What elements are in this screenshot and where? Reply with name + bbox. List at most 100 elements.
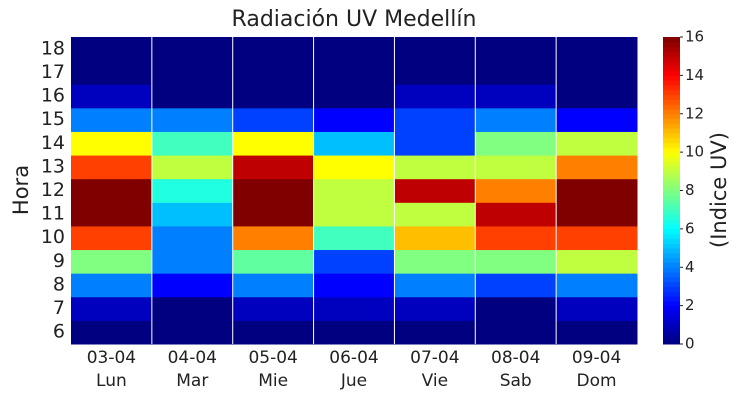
heat-cell xyxy=(151,84,234,109)
y-tick-label: 13 xyxy=(41,155,65,177)
heat-cell xyxy=(232,202,315,227)
colorbar-band xyxy=(663,161,680,168)
colorbar-band xyxy=(663,147,680,153)
colorbar-band xyxy=(663,300,680,307)
colorbar-tick-label: 2 xyxy=(685,296,695,314)
y-axis-label: Hora xyxy=(9,165,33,215)
colorbar-band xyxy=(663,257,680,263)
colorbar-band xyxy=(663,209,680,215)
heat-cell xyxy=(71,273,153,298)
y-tick-label: 18 xyxy=(41,37,65,59)
heat-cell xyxy=(151,107,234,132)
heat-cell xyxy=(151,249,234,274)
colorbar-band xyxy=(663,252,680,259)
heat-cell xyxy=(232,296,315,321)
heat-cell xyxy=(394,273,476,298)
colorbar-band xyxy=(663,152,680,158)
colorbar-band xyxy=(663,51,680,57)
colorbar-band xyxy=(663,132,680,139)
heat-cell xyxy=(151,202,234,227)
colorbar-band xyxy=(663,248,680,254)
x-tick-sublabel: Sab xyxy=(500,371,532,391)
heat-cell xyxy=(71,296,153,321)
colorbar-band xyxy=(663,70,680,76)
y-tick-label: 16 xyxy=(41,85,65,107)
x-tick-label: 06-04 xyxy=(329,348,378,368)
colorbar-tick-label: 4 xyxy=(685,258,695,276)
heat-cell xyxy=(71,225,153,251)
heat-cell xyxy=(232,131,315,156)
heat-cell xyxy=(394,202,476,227)
heat-cell xyxy=(232,225,315,251)
heat-cell xyxy=(475,273,557,298)
heat-cell xyxy=(71,131,153,156)
colorbar-band xyxy=(663,171,680,177)
heat-cell xyxy=(556,296,638,321)
colorbar-band xyxy=(663,243,680,249)
colorbar-band xyxy=(663,104,680,110)
heat-cell xyxy=(313,131,395,156)
y-tick-label: 12 xyxy=(41,179,65,201)
colorbar-band xyxy=(663,37,680,43)
colorbar-band xyxy=(663,190,680,196)
heat-cell xyxy=(232,37,315,62)
heat-cell xyxy=(232,249,315,274)
colorbar-band xyxy=(663,324,680,331)
colorbar-band xyxy=(663,84,680,91)
heat-cell xyxy=(394,320,476,345)
heat-cell xyxy=(556,249,638,274)
x-tick-sublabel: Lun xyxy=(96,371,127,391)
colorbar-label: (Indice UV) xyxy=(707,132,731,248)
colorbar-band xyxy=(663,65,680,72)
colorbar-band xyxy=(663,267,680,273)
heat-cell xyxy=(71,249,153,274)
x-tick-sublabel: Jue xyxy=(340,371,367,391)
heat-cell xyxy=(313,202,395,227)
y-tick-label: 8 xyxy=(53,273,65,295)
heat-cell xyxy=(151,131,234,156)
colorbar-band xyxy=(663,41,680,48)
colorbar-band xyxy=(663,305,680,311)
heat-cell xyxy=(475,131,557,156)
colorbar-band xyxy=(663,228,680,235)
heat-cell xyxy=(556,131,638,156)
colorbar-band xyxy=(663,142,680,148)
heat-cell xyxy=(475,84,557,109)
colorbar-tick-label: 16 xyxy=(685,28,704,46)
heat-cell xyxy=(394,225,476,251)
heat-cell xyxy=(151,178,234,203)
heat-cell xyxy=(232,155,315,180)
colorbar-band xyxy=(663,166,680,172)
heat-cell xyxy=(394,107,476,132)
heat-cell xyxy=(71,60,153,85)
heat-cell xyxy=(556,225,638,251)
colorbar-band xyxy=(663,89,680,96)
heat-cell xyxy=(71,202,153,227)
heat-cell xyxy=(313,320,395,345)
colorbar-band xyxy=(663,99,680,105)
y-tick-label: 9 xyxy=(53,250,65,272)
heat-cell xyxy=(232,84,315,109)
colorbar-tick-label: 12 xyxy=(685,104,704,122)
heat-cell xyxy=(556,84,638,109)
colorbar-band xyxy=(663,137,680,144)
y-tick-label: 6 xyxy=(53,321,65,343)
colorbar-band xyxy=(663,329,680,335)
heat-cell xyxy=(151,225,234,251)
colorbar-band xyxy=(663,281,680,287)
heat-cell xyxy=(313,60,395,85)
colorbar-tick-label: 0 xyxy=(685,335,695,353)
colorbar-band xyxy=(663,262,680,268)
heat-cell xyxy=(313,37,395,62)
heat-cell xyxy=(71,178,153,203)
colorbar-band xyxy=(663,286,680,292)
colorbar-band xyxy=(663,296,680,302)
heat-cell xyxy=(313,178,395,203)
colorbar-tick-label: 10 xyxy=(685,143,704,161)
heat-cell xyxy=(475,37,557,62)
colorbar-tick-label: 6 xyxy=(685,219,695,237)
heat-cell xyxy=(556,273,638,298)
heat-cell xyxy=(71,107,153,132)
colorbar-band xyxy=(663,123,680,129)
colorbar-band xyxy=(663,176,680,182)
